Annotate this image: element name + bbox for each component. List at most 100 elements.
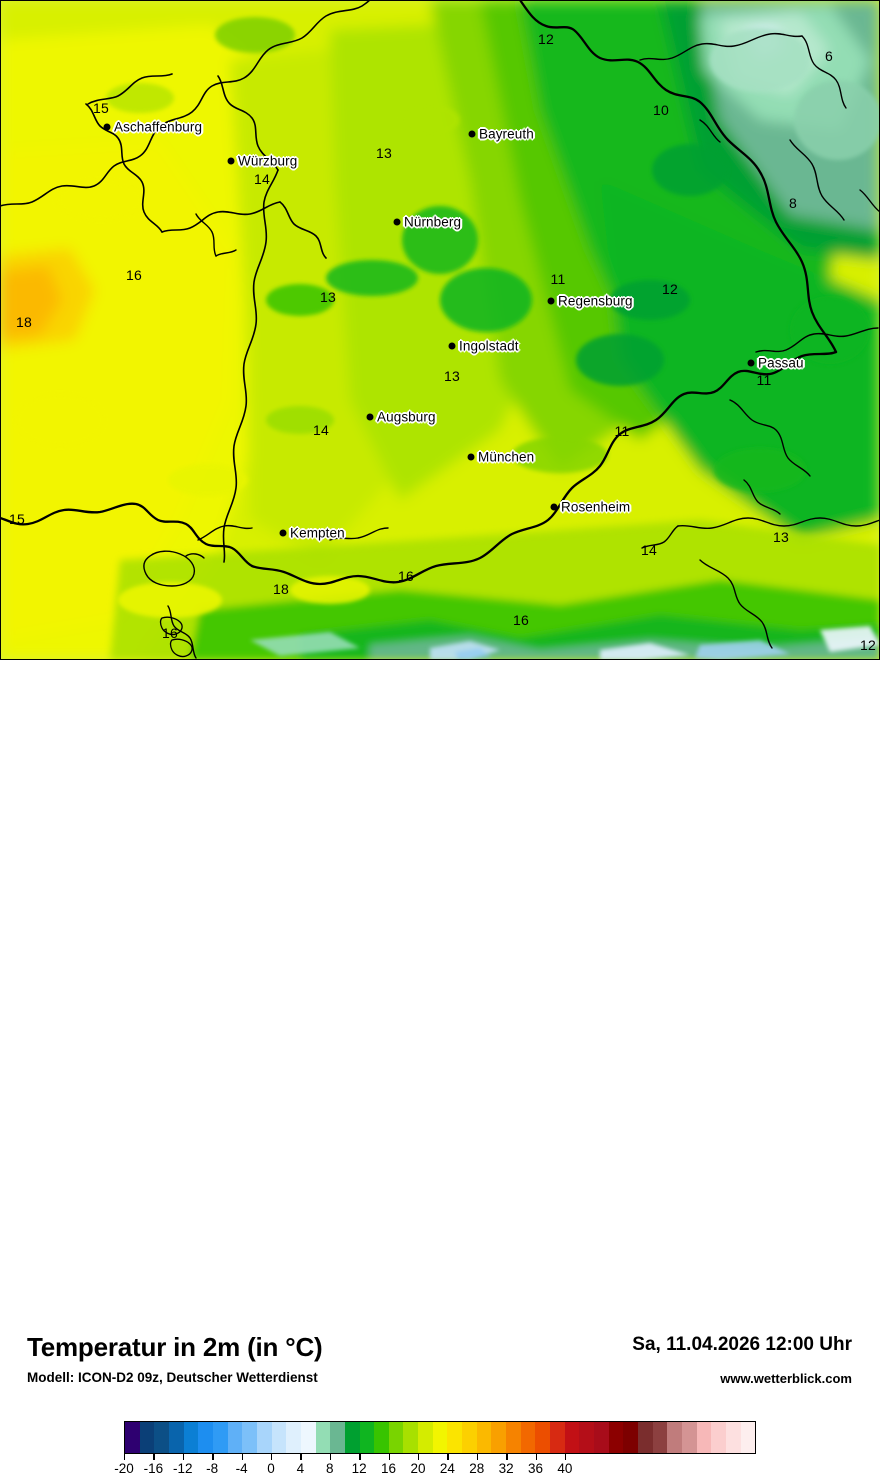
- colorbar-ticks: [105, 1454, 775, 1461]
- colorbar-swatch: [725, 1422, 741, 1453]
- city-label: Augsburg: [377, 409, 436, 425]
- colorbar-tick-label: 0: [267, 1461, 275, 1476]
- colorbar-swatch: [198, 1422, 213, 1453]
- colorbar-swatch: [286, 1422, 301, 1453]
- colorbar-swatch: [652, 1422, 668, 1453]
- city-marker: [550, 503, 558, 511]
- temperature-value-label: 18: [273, 581, 289, 597]
- colorbar-swatch: [183, 1422, 199, 1453]
- model-subtitle: Modell: ICON-D2 09z, Deutscher Wetterdie…: [27, 1370, 318, 1385]
- colorbar-swatch: [637, 1422, 653, 1453]
- colorbar-tick-label: -8: [206, 1461, 219, 1476]
- colorbar-tick-label: 36: [528, 1461, 544, 1476]
- colorbar-tick: [182, 1454, 185, 1460]
- colorbar-tick: [417, 1454, 420, 1460]
- colorbar-swatch: [520, 1422, 536, 1453]
- colorbar-swatch: [330, 1422, 345, 1453]
- colorbar-swatch: [154, 1422, 169, 1453]
- colorbar-tick-label: 12: [351, 1461, 367, 1476]
- temperature-value-label: 12: [538, 31, 554, 47]
- colorbar-tick-label: 40: [557, 1461, 573, 1476]
- city-label: Passau: [758, 355, 804, 371]
- colorbar-legend[interactable]: -20 -16 -12 -8 -4 0 4 8 12 16 20 24 28 32 36 40: [105, 1421, 775, 1483]
- colorbar-swatch: [740, 1422, 756, 1453]
- colorbar-swatch: [579, 1422, 594, 1453]
- colorbar-swatch: [711, 1422, 726, 1453]
- map-raster: [0, 0, 880, 660]
- colorbar-swatch: [374, 1422, 389, 1453]
- colorbar-tick: [300, 1454, 302, 1460]
- city-label: Ingolstadt: [459, 338, 519, 354]
- colorbar-swatch: [696, 1422, 712, 1453]
- colorbar-tick-label: 28: [469, 1461, 485, 1476]
- colorbar-swatch: [139, 1422, 155, 1453]
- colorbar-swatch: [418, 1422, 433, 1453]
- colorbar-swatch: [300, 1422, 316, 1453]
- colorbar-swatch: [550, 1422, 565, 1453]
- colorbar-tick-label: 4: [296, 1461, 305, 1476]
- colorbar-tick-label: 16: [381, 1461, 397, 1476]
- city-label: Bayreuth: [479, 126, 534, 142]
- temperature-value-label: 15: [93, 100, 109, 116]
- temperature-value-label: 16: [162, 625, 178, 641]
- colorbar-tick: [447, 1454, 449, 1460]
- colorbar-swatch: [256, 1422, 272, 1453]
- footer-panel: Temperatur in 2m (in °C) Modell: ICON-D2…: [0, 660, 880, 1476]
- colorbar-swatch: [212, 1422, 228, 1453]
- colorbar-tick: [564, 1454, 567, 1460]
- colorbar-tick-label: -20: [114, 1461, 134, 1476]
- colorbar-tick: [241, 1454, 243, 1460]
- city-marker: [467, 453, 475, 461]
- temperature-value-label: 8: [789, 195, 797, 211]
- temperature-map[interactable]: Aschaffenburg Würzburg Bayreuth Nürnberg Reg…: [0, 0, 880, 660]
- colorbar-tick-label: -4: [235, 1461, 248, 1476]
- colorbar-tick: [124, 1454, 126, 1460]
- colorbar-swatch: [168, 1422, 184, 1453]
- colorbar-swatch: [535, 1422, 551, 1453]
- temperature-value-label: 14: [313, 422, 329, 438]
- city-label: Würzburg: [238, 153, 298, 169]
- temperature-value-label: 11: [550, 271, 566, 287]
- temperature-value-label: 13: [320, 289, 336, 305]
- political-borders: [0, 0, 880, 659]
- temperature-value-label: 13: [773, 529, 789, 545]
- colorbar-tick: [388, 1454, 390, 1460]
- temperature-value-label: 10: [653, 102, 669, 118]
- temperature-value-label: 13: [444, 368, 460, 384]
- city-marker: [103, 123, 111, 131]
- colorbar-tick: [329, 1454, 332, 1460]
- temperature-value-label: 13: [376, 145, 392, 161]
- city-label: München: [478, 449, 535, 465]
- colorbar-swatch: [315, 1422, 331, 1453]
- colorbar-swatch: [476, 1422, 492, 1453]
- colorbar-tick: [535, 1454, 537, 1460]
- city-label: Rosenheim: [561, 499, 631, 515]
- colorbar-tick: [270, 1454, 273, 1460]
- colorbar-swatch: [506, 1422, 521, 1453]
- city-marker: [366, 413, 374, 421]
- temperature-value-label: 15: [9, 511, 25, 527]
- colorbar-swatch: [667, 1422, 682, 1453]
- colorbar-swatch: [594, 1422, 609, 1453]
- colorbar-swatch: [388, 1422, 404, 1453]
- city-marker: [448, 342, 456, 350]
- colorbar-swatch: [344, 1422, 360, 1453]
- colorbar-swatch: [623, 1422, 638, 1453]
- city-marker: [468, 130, 476, 138]
- colorbar-tick-label: -16: [143, 1461, 164, 1476]
- colorbar-swatch: [681, 1422, 697, 1453]
- colorbar-tick-label: 20: [410, 1461, 426, 1476]
- temperature-value-label: 18: [16, 314, 32, 330]
- city-marker: [227, 157, 235, 165]
- city-marker: [279, 529, 287, 537]
- colorbar-swatch: [608, 1422, 624, 1453]
- page-title: Temperatur in 2m (in °C): [27, 1332, 323, 1362]
- colorbar-tick: [212, 1454, 214, 1460]
- colorbar-swatch: [227, 1422, 243, 1453]
- colorbar-swatch: [242, 1422, 257, 1453]
- colorbar-swatches: [124, 1421, 756, 1454]
- temperature-value-label: 12: [662, 281, 678, 297]
- temperature-value-label: 14: [254, 171, 270, 187]
- colorbar-swatch: [462, 1422, 477, 1453]
- colorbar-swatch: [125, 1422, 140, 1453]
